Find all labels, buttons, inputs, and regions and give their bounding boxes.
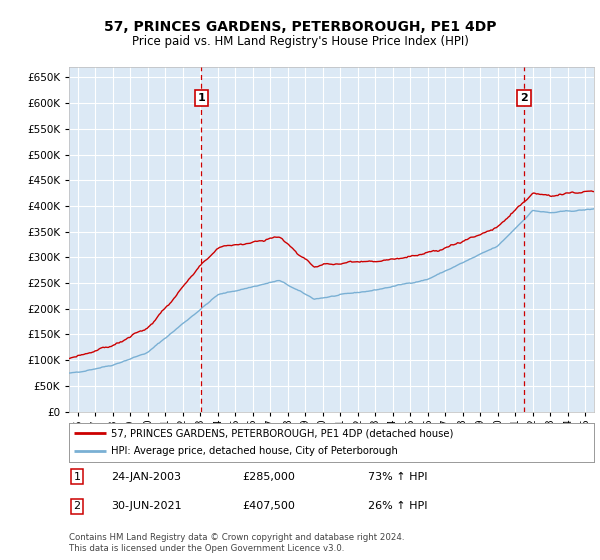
Text: 26% ↑ HPI: 26% ↑ HPI <box>368 501 428 511</box>
Text: 2: 2 <box>73 501 80 511</box>
Text: Price paid vs. HM Land Registry's House Price Index (HPI): Price paid vs. HM Land Registry's House … <box>131 35 469 48</box>
Text: £285,000: £285,000 <box>242 472 295 482</box>
Text: 24-JAN-2003: 24-JAN-2003 <box>111 472 181 482</box>
Text: 30-JUN-2021: 30-JUN-2021 <box>111 501 182 511</box>
Text: £407,500: £407,500 <box>242 501 295 511</box>
Text: Contains HM Land Registry data © Crown copyright and database right 2024.
This d: Contains HM Land Registry data © Crown c… <box>69 533 404 553</box>
Text: 73% ↑ HPI: 73% ↑ HPI <box>368 472 428 482</box>
Text: HPI: Average price, detached house, City of Peterborough: HPI: Average price, detached house, City… <box>111 446 398 456</box>
Text: 57, PRINCES GARDENS, PETERBOROUGH, PE1 4DP: 57, PRINCES GARDENS, PETERBOROUGH, PE1 4… <box>104 20 496 34</box>
Text: 1: 1 <box>73 472 80 482</box>
Text: 2: 2 <box>520 93 528 103</box>
Text: 1: 1 <box>197 93 205 103</box>
Text: 57, PRINCES GARDENS, PETERBOROUGH, PE1 4DP (detached house): 57, PRINCES GARDENS, PETERBOROUGH, PE1 4… <box>111 428 454 438</box>
